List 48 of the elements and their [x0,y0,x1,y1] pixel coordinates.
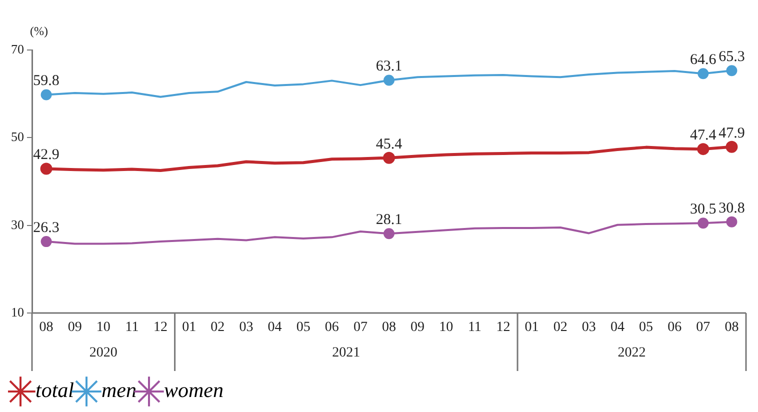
data-label: 30.5 [690,202,716,218]
x-tick-label: 12 [496,320,510,336]
x-tick-label: 10 [96,320,110,336]
y-axis-title: (%) [30,24,48,38]
x-tick-label: 05 [296,320,310,336]
x-tick-label: 07 [696,320,710,336]
x-tick-label: 04 [268,320,282,336]
x-tick-label: 08 [724,320,739,336]
x-tick-label: 04 [610,320,624,336]
data-label: 28.1 [376,212,402,228]
x-tick-label: 11 [468,320,482,336]
legend-label: total [36,378,74,402]
x-tick-label: 03 [582,320,596,336]
x-tick-label: 12 [154,320,168,336]
y-tick-label: 70 [11,41,24,56]
data-label: 47.9 [718,125,745,142]
x-tick-label: 07 [353,320,368,336]
data-label: 45.4 [376,136,403,152]
y-tick-label: 10 [11,304,24,320]
data-label: 42.9 [33,147,60,164]
text: 2022 [618,346,646,361]
data-label: 63.1 [376,58,402,75]
legend-label: women [164,378,224,402]
text: 2021 [332,346,360,361]
y-tick-label: 30 [11,216,24,232]
x-tick-label: 03 [239,320,254,336]
y-tick-label: 50 [11,129,24,144]
x-tick-label: 06 [324,320,339,336]
x-tick-label: 01 [182,320,196,336]
data-label: 30.8 [718,200,745,216]
x-tick-label: 10 [439,320,454,336]
x-tick-label: 09 [410,320,425,336]
data-label: 65.3 [718,49,745,66]
x-tick-label: 11 [125,320,139,336]
x-tick-label: 08 [382,320,396,336]
x-tick-label: 09 [68,320,82,336]
data-label: 26.3 [33,220,60,236]
x-tick-label: 02 [553,320,568,336]
x-tick-label: 06 [668,320,682,336]
legend-label: men [102,378,137,402]
data-label: 47.4 [690,128,717,144]
x-tick-label: 05 [639,320,654,336]
x-tick-label: 08 [39,320,54,336]
x-tick-label: 02 [210,320,225,336]
x-tick-label: 01 [524,320,539,336]
data-label: 59.8 [33,73,60,90]
data-label: 64.6 [690,52,717,68]
text: 2020 [89,346,118,361]
